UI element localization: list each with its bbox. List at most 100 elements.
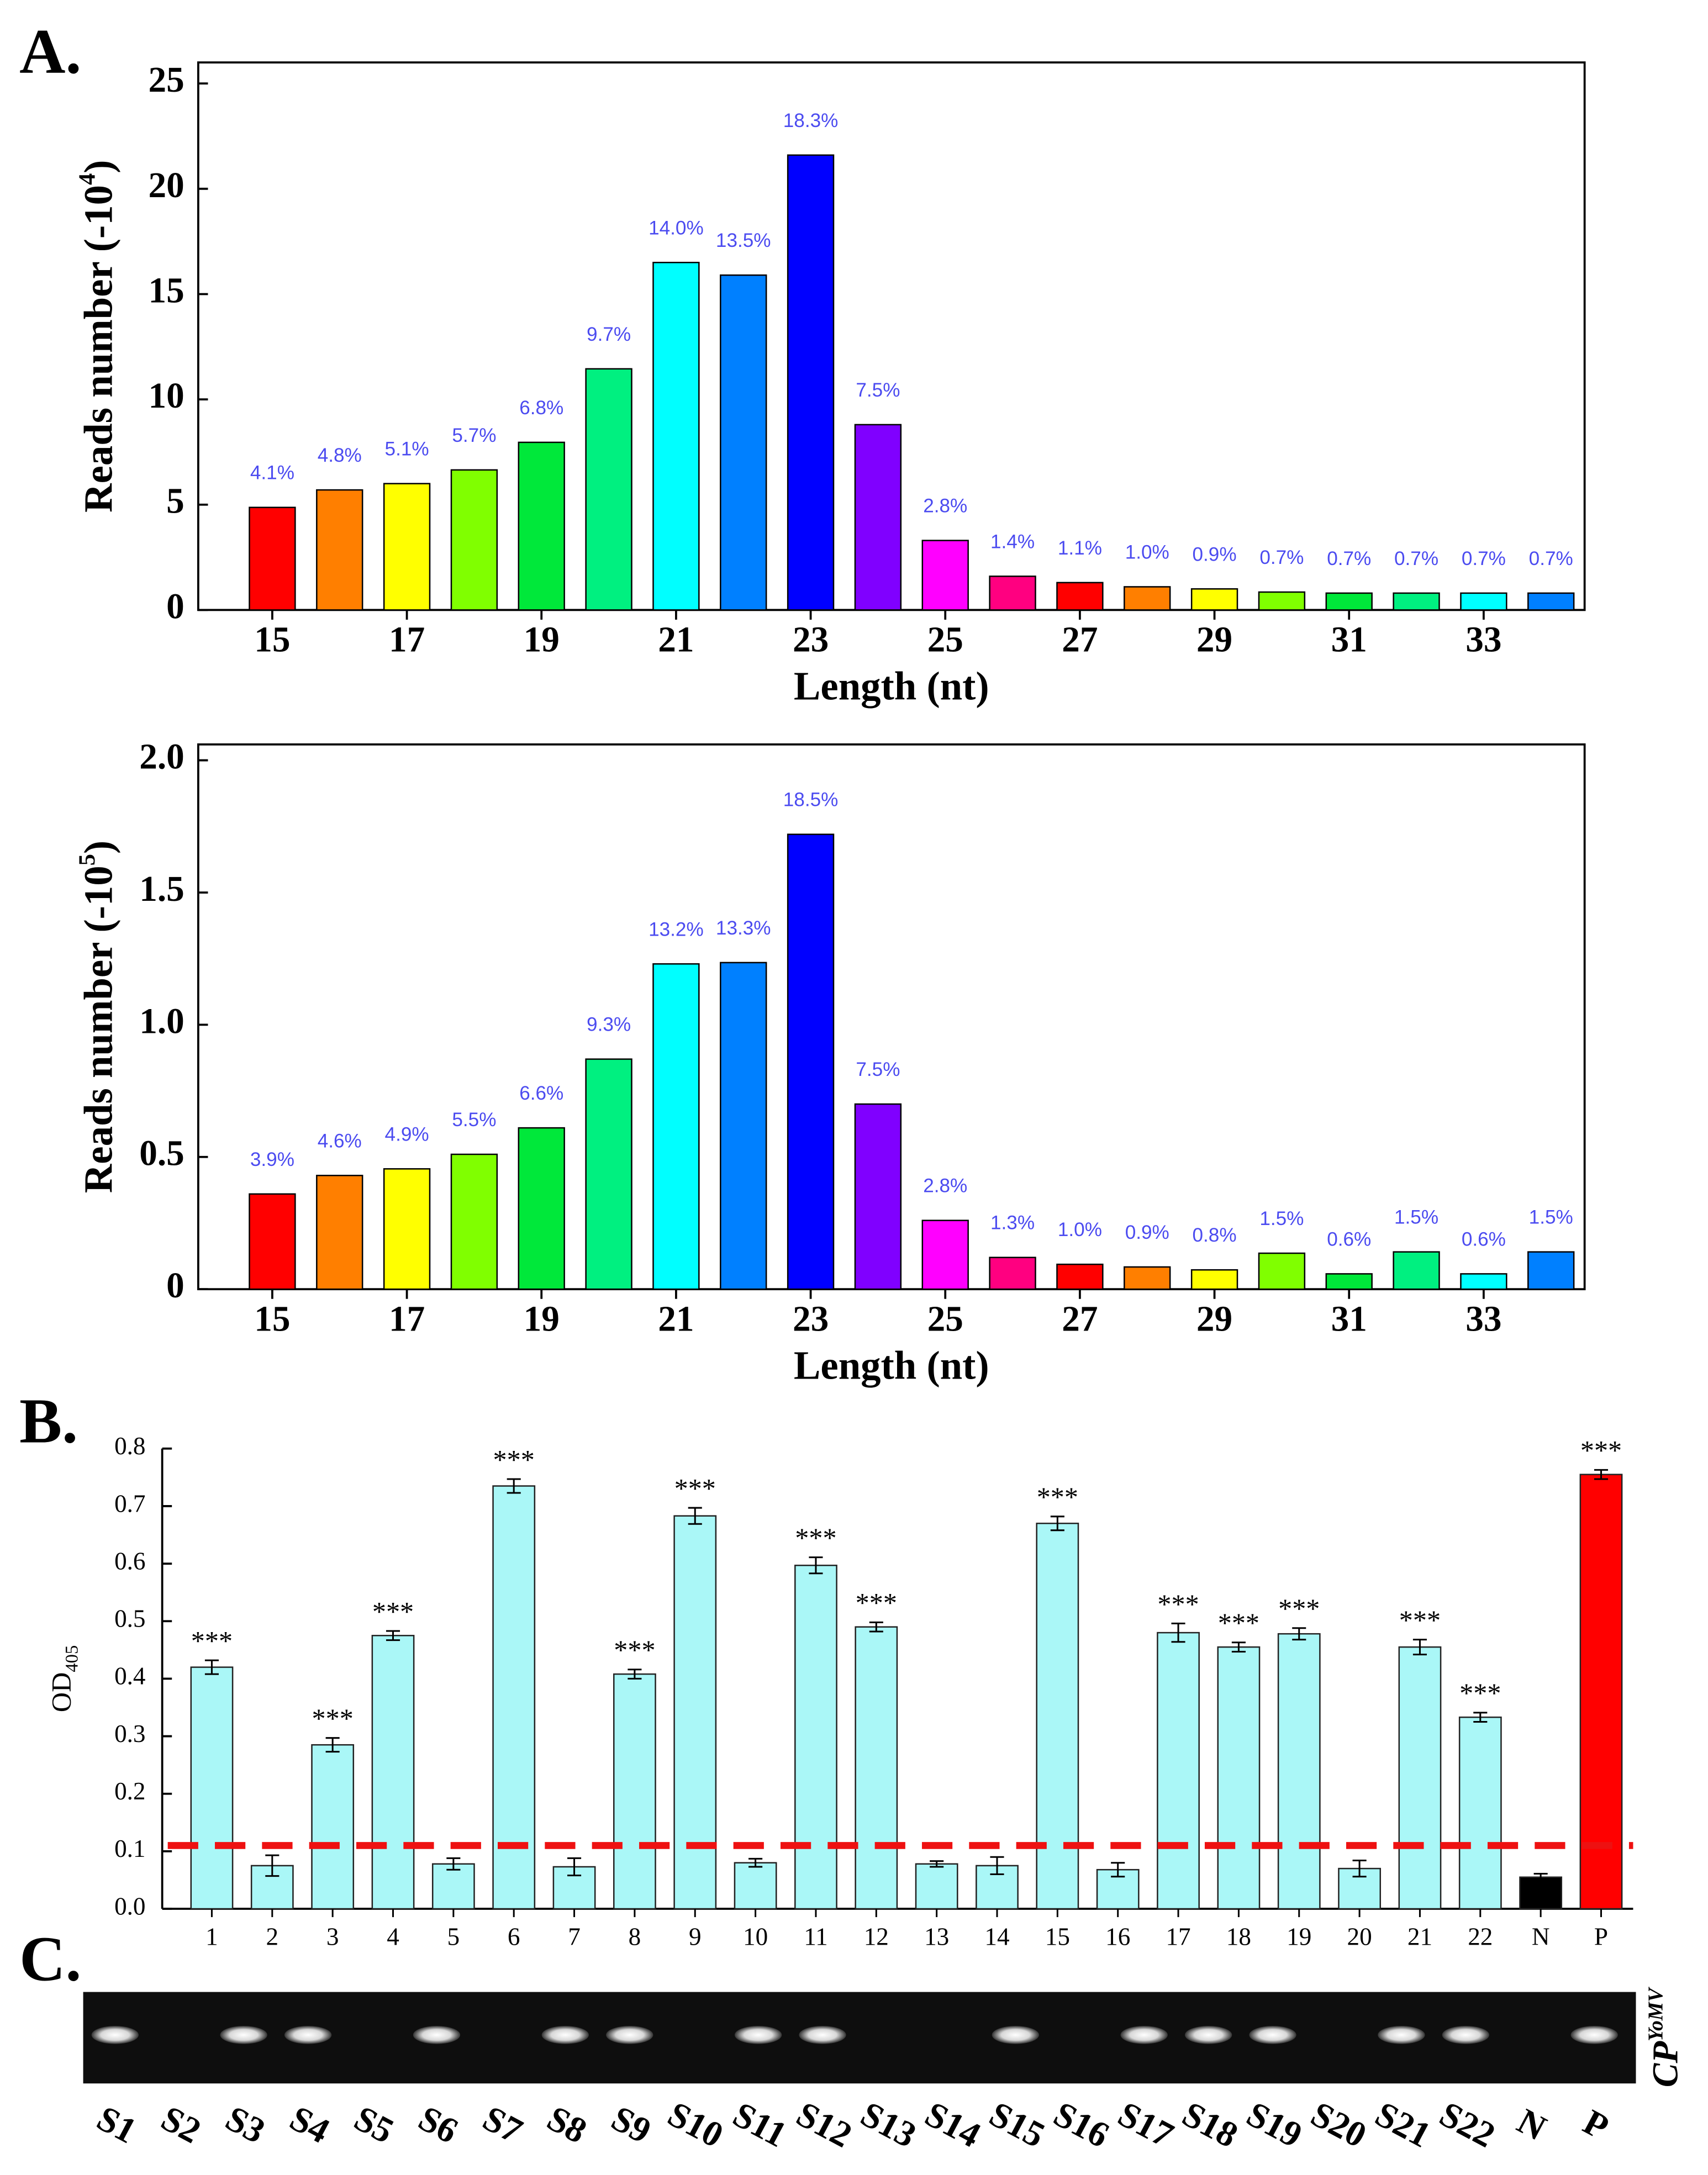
bar	[1124, 1266, 1171, 1290]
value-label: 0.7%	[1327, 548, 1371, 569]
gel-band	[1570, 2026, 1618, 2044]
value-label: 1.3%	[990, 1212, 1035, 1234]
value-label: 0.7%	[1259, 547, 1304, 568]
value-label: 4.9%	[385, 1123, 429, 1145]
value-label: 1.5%	[1394, 1207, 1438, 1228]
bar	[1398, 1646, 1442, 1910]
bar	[1325, 1273, 1373, 1290]
y-tick-label: 0	[166, 587, 184, 626]
lane-label: S20	[1305, 2094, 1373, 2156]
y-tick-label: 0.5	[139, 1134, 184, 1174]
x-tick-label: 21	[658, 1299, 694, 1339]
y-tick-label: 0.1	[114, 1835, 145, 1862]
gel-image	[83, 1992, 1636, 2084]
lane-label: S22	[1433, 2094, 1501, 2156]
bar	[492, 1485, 536, 1910]
lane-label: S4	[283, 2098, 336, 2151]
gel-band	[284, 2026, 332, 2044]
lane-label: S10	[661, 2094, 729, 2156]
y-tick-label: 2.0	[139, 737, 184, 777]
y-tick-label: 0.8	[114, 1432, 145, 1460]
x-tick-label: 3	[326, 1923, 339, 1951]
value-label: 13.3%	[716, 917, 771, 939]
x-tick-label: 23	[793, 1299, 829, 1339]
gel-band	[220, 2026, 267, 2044]
bar	[1056, 582, 1104, 611]
x-tick-label: 2	[266, 1923, 279, 1951]
x-tick-label: 21	[658, 620, 694, 660]
lane-label: S18	[1176, 2094, 1244, 2156]
bar	[316, 1175, 363, 1290]
bar	[585, 1058, 632, 1290]
bar	[794, 1564, 837, 1910]
value-label: 9.3%	[587, 1014, 631, 1036]
bar	[1519, 1876, 1563, 1910]
y-tick-label: 0	[166, 1266, 184, 1306]
bar	[1579, 1474, 1623, 1910]
x-tick-label: 15	[254, 620, 290, 660]
value-label: 4.6%	[318, 1130, 362, 1152]
x-tick-label: 17	[389, 620, 425, 660]
gene-label-sup: YoMV	[1644, 1987, 1667, 2041]
x-tick-label: 15	[254, 1299, 290, 1339]
x-tick-label: 29	[1196, 620, 1232, 660]
bar	[673, 1515, 717, 1910]
x-tick-label: 31	[1331, 1299, 1367, 1339]
gel-band	[91, 2026, 139, 2044]
significance: ***	[614, 1634, 655, 1665]
bar	[1157, 1632, 1200, 1910]
x-tick-label: 5	[447, 1923, 460, 1951]
x-tick-label: 27	[1062, 620, 1098, 660]
bar	[854, 424, 902, 611]
panel-label: B.	[19, 1386, 78, 1456]
bar	[1527, 1251, 1575, 1290]
x-tick-label: 6	[508, 1923, 520, 1951]
significance: ***	[1399, 1604, 1441, 1635]
value-label: 6.6%	[519, 1083, 563, 1104]
y-tick-label: 0.3	[114, 1720, 145, 1748]
y-tick-label: 20	[149, 166, 184, 205]
y-axis-label-text: Reads number (-10	[76, 185, 120, 513]
significance: ***	[1218, 1607, 1259, 1638]
lane-label: S19	[1240, 2094, 1308, 2156]
value-label: 0.7%	[1462, 548, 1506, 569]
x-tick-label: 17	[389, 1299, 425, 1339]
bar	[249, 506, 296, 611]
lane-label: S2	[155, 2098, 207, 2151]
x-tick-label: 8	[629, 1923, 641, 1951]
x-tick-label: P	[1594, 1923, 1608, 1951]
significance: ***	[191, 1625, 233, 1656]
value-label: 0.9%	[1125, 1222, 1169, 1243]
x-tick-label: 25	[927, 1299, 963, 1339]
bar	[921, 540, 969, 611]
x-tick-label: 21	[1407, 1923, 1432, 1951]
x-tick-label: 19	[524, 1299, 560, 1339]
bar	[190, 1666, 234, 1910]
x-tick-label: N	[1532, 1923, 1550, 1951]
x-tick-label: 18	[1226, 1923, 1251, 1951]
gel-band	[1249, 2026, 1296, 2044]
y-tick-label: 0.6	[114, 1547, 145, 1575]
bar	[1036, 1522, 1079, 1910]
value-label: 4.8%	[318, 445, 362, 466]
gene-label: CPYoMV	[1644, 1987, 1685, 2087]
y-tick-label: 25	[149, 60, 184, 100]
value-label: 13.2%	[649, 918, 704, 940]
gel-band	[541, 2026, 589, 2044]
x-tick-label: 31	[1331, 620, 1367, 660]
bar	[734, 1862, 777, 1910]
gel-band	[413, 2026, 461, 2044]
lane-label: S17	[1111, 2094, 1179, 2156]
bar	[371, 1635, 415, 1910]
bar	[1393, 1251, 1440, 1290]
bar	[921, 1220, 969, 1290]
x-tick-label: 15	[1045, 1923, 1070, 1951]
bar	[720, 962, 767, 1290]
y-tick-label: 1.5	[139, 869, 184, 909]
y-axis-label-sup: 5	[75, 854, 101, 865]
x-tick-label: 12	[864, 1923, 889, 1951]
x-tick-label: 33	[1465, 620, 1501, 660]
x-tick-label: 4	[387, 1923, 399, 1951]
x-tick-label: 16	[1105, 1923, 1130, 1951]
